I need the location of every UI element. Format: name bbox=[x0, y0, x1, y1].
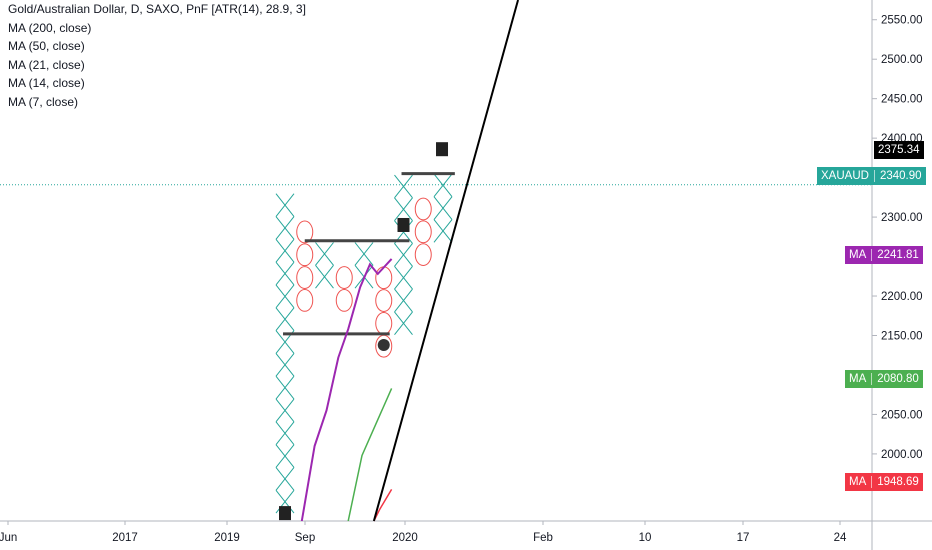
y-tick-label: 2150.00 bbox=[881, 330, 923, 342]
ma-red-label: MA bbox=[849, 476, 867, 488]
x-box bbox=[433, 196, 453, 220]
x-tick-label: 2017 bbox=[112, 532, 138, 544]
o-box bbox=[335, 288, 353, 312]
marker-square-3 bbox=[436, 142, 449, 157]
o-box bbox=[414, 197, 432, 221]
o-box bbox=[375, 311, 393, 335]
marker-square-1 bbox=[397, 217, 410, 232]
legend-ma-200: MA (200, close) bbox=[8, 20, 92, 35]
x-box bbox=[275, 375, 295, 400]
pnf-column-6-x bbox=[394, 174, 413, 336]
trend-line bbox=[372, 0, 520, 522]
legend-ma-21: MA (21, close) bbox=[8, 57, 85, 72]
x-box bbox=[315, 242, 334, 266]
o-box bbox=[335, 266, 353, 289]
legend-ma-7: MA (7, close) bbox=[8, 94, 79, 109]
pnf-column-2-x bbox=[315, 242, 334, 289]
y-tick-label: 2300.00 bbox=[881, 212, 923, 224]
ma-purple-badge: MA 2241.81 bbox=[845, 246, 923, 264]
o-box bbox=[296, 288, 314, 312]
chart-legend: Gold/Australian Dollar, D, SAXO, PnF [AT… bbox=[8, 0, 306, 111]
y-tick-label: 2050.00 bbox=[881, 409, 923, 421]
x-box bbox=[354, 242, 374, 266]
x-box bbox=[275, 353, 295, 377]
x-box bbox=[275, 193, 295, 217]
y-tick-label: 2450.00 bbox=[881, 94, 923, 106]
last-price-value: 2375.34 bbox=[878, 144, 920, 156]
pnf-column-7-o bbox=[414, 197, 432, 267]
x-tick-label: 24 bbox=[834, 532, 847, 544]
o-box bbox=[296, 243, 314, 267]
o-box bbox=[414, 243, 432, 267]
y-tick-label: 2550.00 bbox=[881, 15, 923, 27]
last-price-badge: 2375.34 bbox=[874, 141, 924, 159]
symbol-price-badge: XAUAUD 2340.90 bbox=[817, 167, 926, 185]
x-tick-label: 2019 bbox=[214, 532, 240, 544]
pnf-column-3-o bbox=[335, 266, 353, 312]
legend-ma-50: MA (50, close) bbox=[8, 39, 85, 53]
o-box bbox=[414, 220, 432, 244]
x-tick-label: 17 bbox=[737, 532, 750, 544]
x-box bbox=[275, 216, 295, 240]
ma-purple-label: MA bbox=[849, 249, 867, 261]
pnf-column-1-o bbox=[296, 220, 314, 312]
ma-red-value: 1948.69 bbox=[877, 476, 919, 488]
pnf-column-0-x bbox=[275, 193, 295, 514]
pnf-column-8-x bbox=[433, 173, 453, 243]
x-box bbox=[394, 311, 413, 336]
ma-green-label: MA bbox=[849, 373, 867, 385]
x-tick-label: 10 bbox=[639, 532, 652, 544]
symbol-price-value: 2340.90 bbox=[879, 170, 922, 182]
o-box bbox=[296, 220, 314, 244]
x-box bbox=[275, 398, 295, 423]
x-box bbox=[275, 307, 295, 331]
x-box bbox=[394, 243, 413, 267]
x-box bbox=[275, 239, 295, 263]
x-tick-label: Feb bbox=[533, 532, 553, 544]
o-box bbox=[375, 289, 393, 312]
x-box bbox=[394, 288, 413, 313]
ma-series-0 bbox=[300, 258, 393, 522]
symbol-label: XAUAUD bbox=[821, 170, 869, 182]
ma-series-2 bbox=[373, 489, 393, 522]
x-tick-label: Sep bbox=[295, 532, 315, 544]
x-box bbox=[275, 421, 295, 445]
y-tick-label: 2000.00 bbox=[881, 449, 923, 461]
ma-green-value: 2080.80 bbox=[877, 373, 919, 385]
ma-purple-value: 2241.81 bbox=[877, 249, 919, 261]
marker-square-0 bbox=[279, 506, 291, 521]
x-box bbox=[394, 265, 413, 290]
x-box bbox=[275, 444, 295, 468]
x-box bbox=[394, 174, 413, 199]
legend-ma-14: MA (14, close) bbox=[8, 76, 85, 90]
x-box bbox=[315, 265, 334, 289]
x-box bbox=[275, 261, 295, 286]
x-tick-label: 2020 bbox=[392, 532, 418, 544]
x-box bbox=[275, 330, 295, 354]
x-box bbox=[394, 197, 413, 221]
ma-series-1 bbox=[347, 388, 393, 522]
marker-circle-2 bbox=[377, 338, 390, 351]
y-tick-label: 2500.00 bbox=[881, 54, 923, 66]
ma-green-badge: MA 2080.80 bbox=[845, 370, 923, 388]
x-box bbox=[433, 219, 453, 243]
x-box bbox=[433, 173, 453, 198]
o-box bbox=[375, 266, 393, 290]
x-box bbox=[275, 467, 295, 491]
o-box bbox=[296, 266, 314, 289]
ma-red-badge: MA 1948.69 bbox=[845, 473, 923, 491]
x-box bbox=[275, 284, 295, 309]
chart-title: Gold/Australian Dollar, D, SAXO, PnF [AT… bbox=[8, 2, 306, 16]
x-tick-label: Jun bbox=[0, 532, 17, 544]
y-tick-label: 2200.00 bbox=[881, 291, 923, 303]
